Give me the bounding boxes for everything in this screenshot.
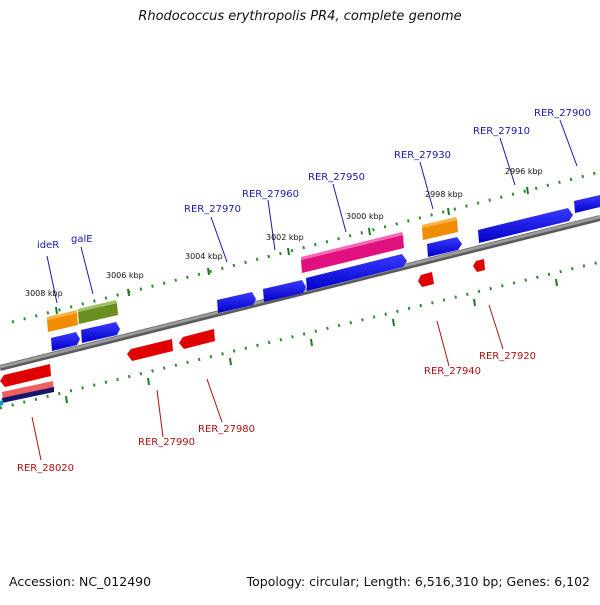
topology-label: Topology: circular; Length: 6,516,310 bp… [246,574,590,589]
gene-RER-27960[interactable] [263,280,306,302]
gene-label-RER-27960[interactable]: RER_27960 [242,189,299,200]
gene-label-RER-27930[interactable]: RER_27930 [394,150,451,161]
scale-label: 3004 kbp [185,252,223,261]
gene-label-galE[interactable]: galE [71,234,93,245]
major-ticks [55,186,558,404]
lower-gene-labels: RER_28020 RER_27990 RER_27980 RER_27940 … [17,351,536,474]
scale-labels: 3008 kbp 3006 kbp 3004 kbp 3002 kbp 3000… [25,167,543,298]
gene-label-RER-27970[interactable]: RER_27970 [184,204,241,215]
gene-RER-27950[interactable] [301,232,404,273]
accession-label: Accession: NC_012490 [9,574,152,589]
gene-RER-27920[interactable] [473,259,485,272]
gene-label-RER-27950[interactable]: RER_27950 [308,172,365,183]
scale-label: 3008 kbp [25,289,63,298]
scale-label: 2998 kbp [425,190,463,199]
genome-title: Rhodococcus erythropolis PR4, complete g… [138,9,462,24]
scale-label: 3006 kbp [106,271,144,280]
gene-label-ideR[interactable]: ideR [37,240,59,251]
upper-gene-labels: ideR galE RER_27970 RER_27960 RER_27950 … [37,108,591,251]
gene-label-RER-27980[interactable]: RER_27980 [198,424,255,435]
gene-RER-27900[interactable] [574,195,600,213]
gene-blue-1[interactable] [51,332,80,351]
gene-blue-2[interactable] [81,322,120,343]
label-connectors [31,119,578,461]
upper-scale-track [11,170,600,324]
gene-label-RER-27920[interactable]: RER_27920 [479,351,536,362]
scale-label: 3000 kbp [346,212,384,221]
gene-RER-27940[interactable] [418,272,434,287]
gene-label-RER-27900[interactable]: RER_27900 [534,108,591,119]
gene-label-RER-27940[interactable]: RER_27940 [424,366,481,377]
gene-label-RER-27910[interactable]: RER_27910 [473,126,530,137]
gene-RER-27990[interactable] [127,339,173,361]
gene-RER-27970[interactable] [217,292,256,313]
gene-ideR[interactable] [47,310,78,332]
gene-blue-4[interactable] [427,237,462,257]
gene-RER-28020[interactable] [0,381,54,406]
gene-RER-27910[interactable] [478,208,573,243]
scale-label: 2996 kbp [505,167,543,176]
scale-label: 3002 kbp [266,233,304,242]
gene-RER-27980[interactable] [179,329,215,349]
gene-RER-27930[interactable] [422,217,458,240]
gene-label-RER-28020[interactable]: RER_28020 [17,463,74,474]
gene-galE[interactable] [78,300,118,324]
gene-red-left[interactable] [0,364,51,387]
gene-blue-3[interactable] [306,254,407,291]
gene-label-RER-27990[interactable]: RER_27990 [138,437,195,448]
